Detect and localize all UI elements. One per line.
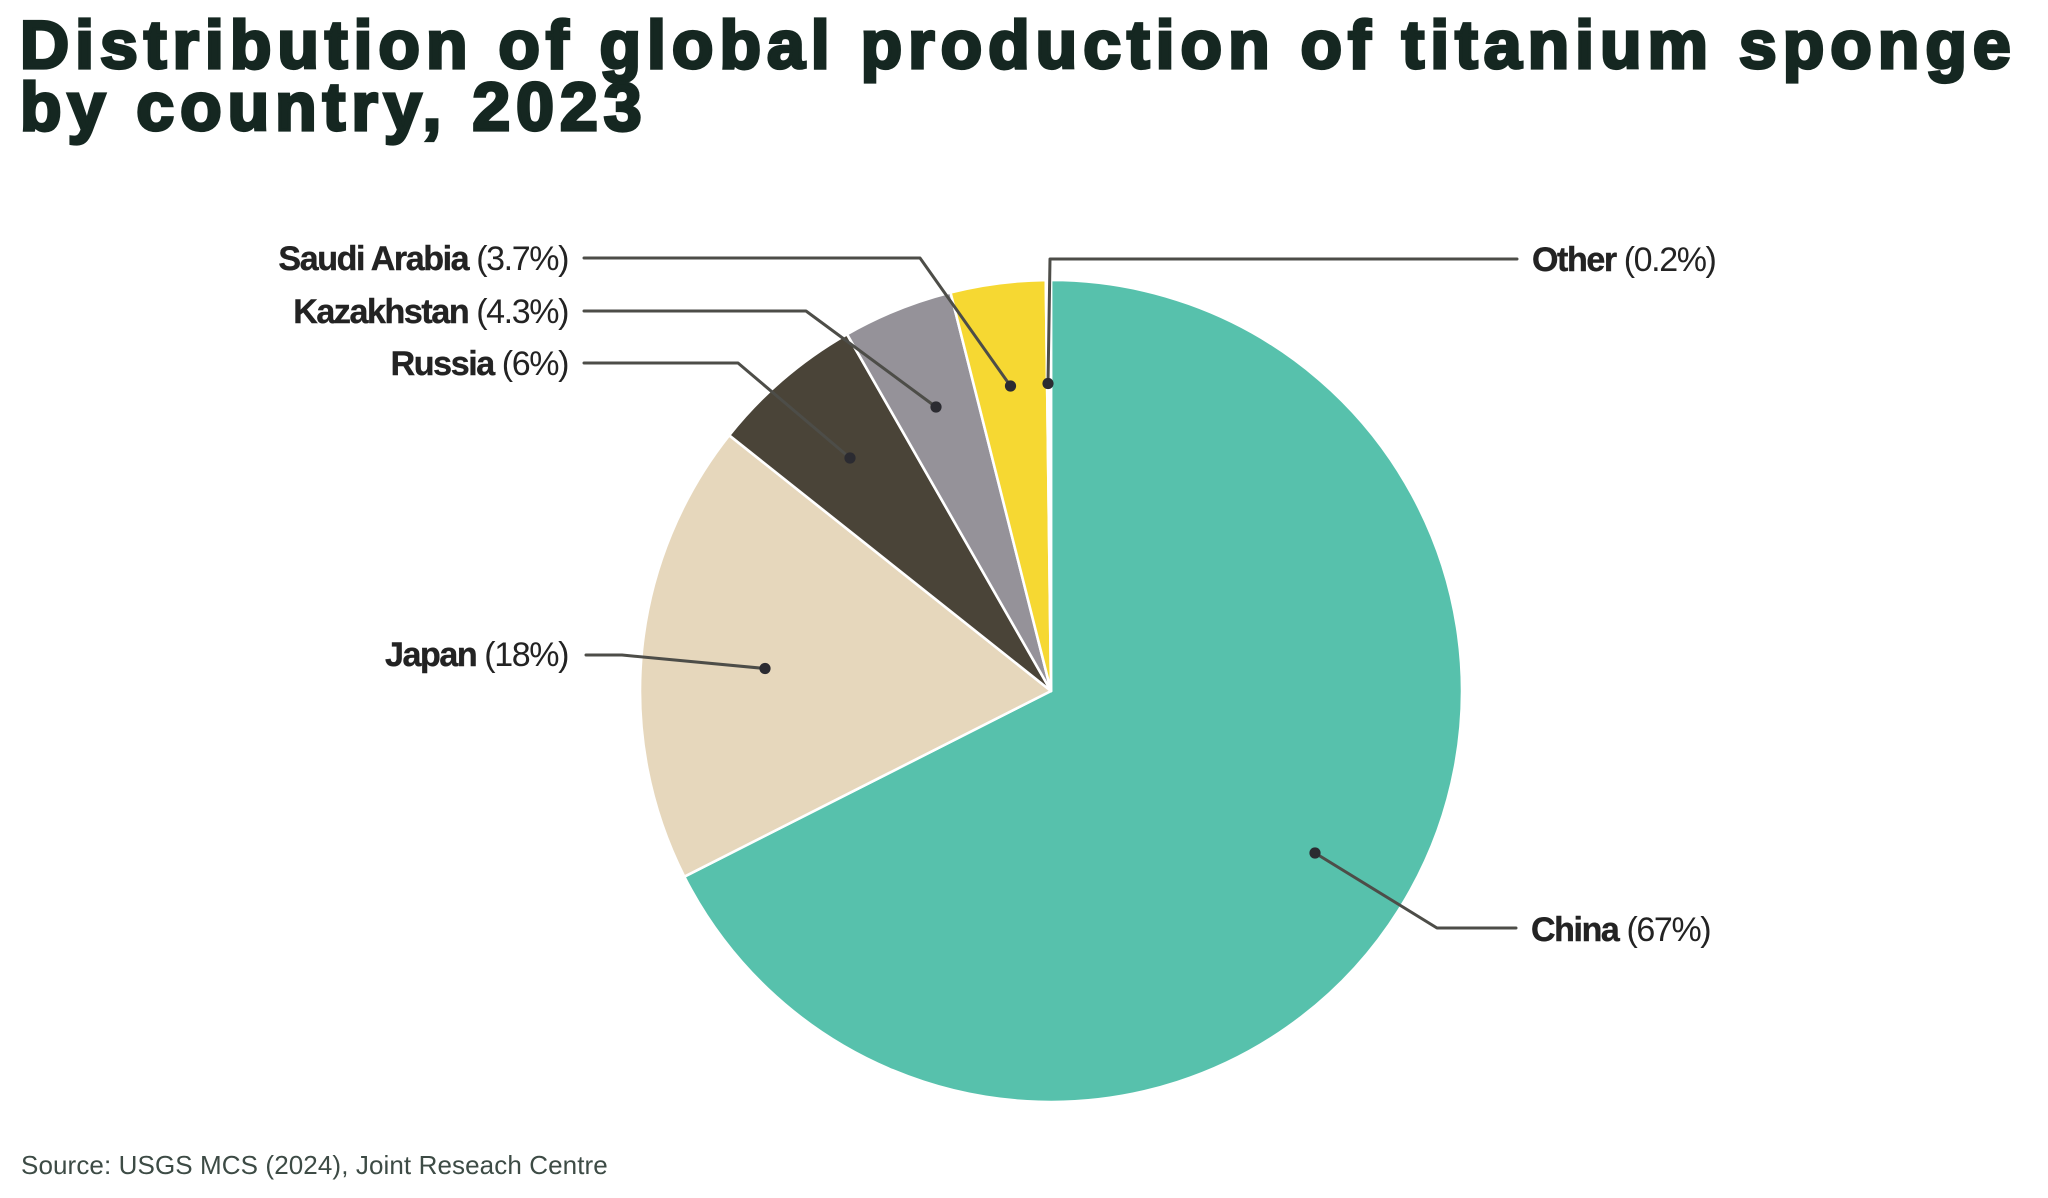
svg-text:Kazakhstan (4.3%): Kazakhstan (4.3%) [293,293,568,331]
svg-text:China (67%): China (67%) [1531,911,1710,949]
svg-text:Russia (6%): Russia (6%) [391,345,568,383]
svg-text:Other (0.2%): Other (0.2%) [1532,241,1716,279]
svg-text:Japan (18%): Japan (18%) [385,636,568,674]
svg-text:Saudi Arabia (3.7%): Saudi Arabia (3.7%) [278,240,568,278]
